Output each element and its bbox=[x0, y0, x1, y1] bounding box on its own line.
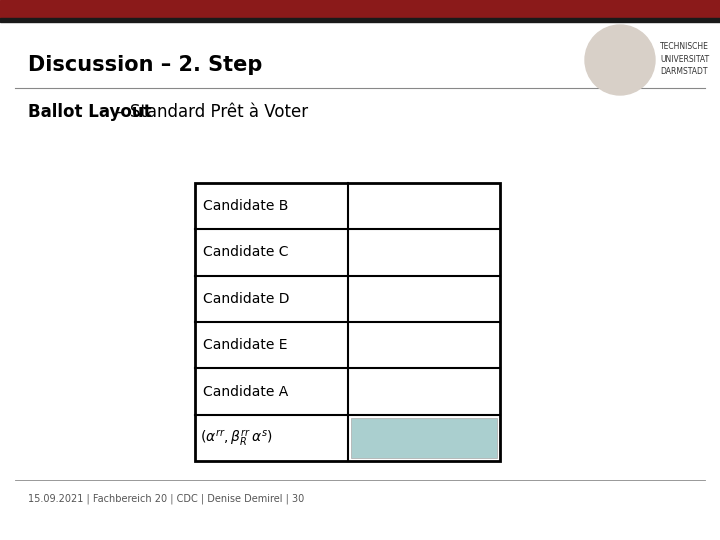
Bar bbox=[195, 183, 500, 461]
Bar bbox=[0, 18, 720, 22]
Text: TECHNISCHE
UNIVERSITAT
DARMSTADT: TECHNISCHE UNIVERSITAT DARMSTADT bbox=[660, 42, 709, 76]
Text: Candidate B: Candidate B bbox=[203, 199, 289, 213]
Text: $(\alpha^{rr}, \beta_R^{rr}\,\alpha^s)$: $(\alpha^{rr}, \beta_R^{rr}\,\alpha^s)$ bbox=[200, 428, 273, 448]
Text: Candidate E: Candidate E bbox=[203, 338, 287, 352]
Bar bbox=[0, 0, 720, 18]
Text: Candidate A: Candidate A bbox=[203, 384, 288, 399]
Text: Candidate C: Candidate C bbox=[203, 246, 289, 260]
Circle shape bbox=[585, 25, 655, 95]
Text: Discussion – 2. Step: Discussion – 2. Step bbox=[28, 55, 262, 75]
Text: Ballot Layout: Ballot Layout bbox=[28, 103, 152, 121]
Text: 15.09.2021 | Fachbereich 20 | CDC | Denise Demirel | 30: 15.09.2021 | Fachbereich 20 | CDC | Deni… bbox=[28, 494, 305, 504]
Bar bbox=[351, 417, 497, 458]
Text: – Standard Prêt à Voter: – Standard Prêt à Voter bbox=[111, 103, 308, 121]
Text: Candidate D: Candidate D bbox=[203, 292, 289, 306]
